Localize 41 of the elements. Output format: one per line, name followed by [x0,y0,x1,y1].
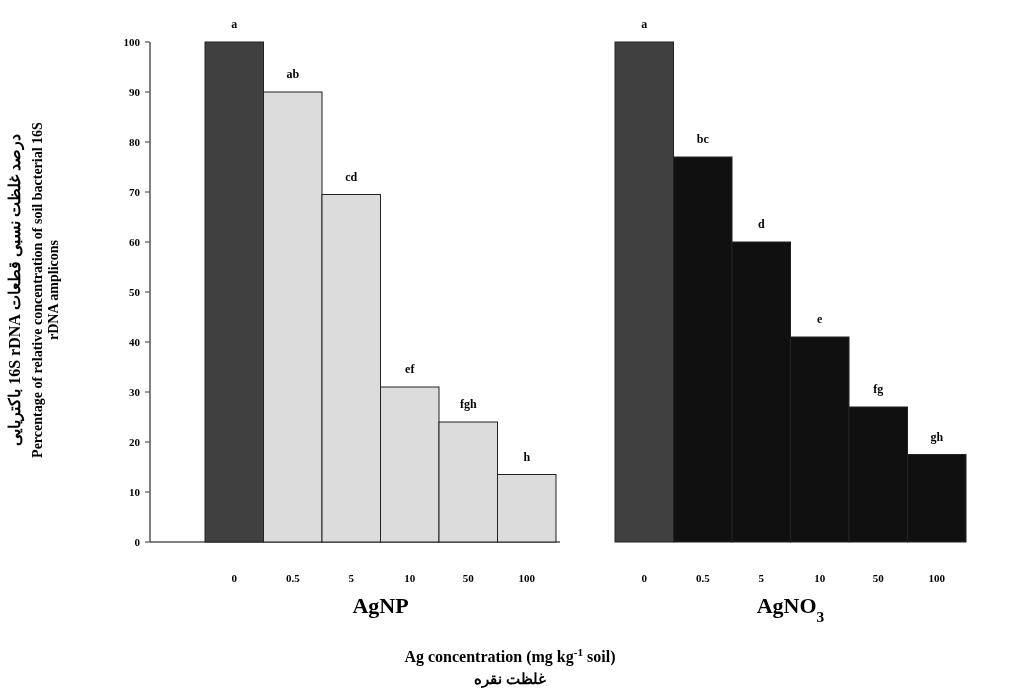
y-tick-label: 20 [129,436,141,448]
text: غلظت نقره [474,671,546,688]
data-label: a [641,17,648,31]
data-label: bc [696,132,710,146]
data-label: fgh [459,397,477,411]
data-label: gh [930,429,944,444]
y-tick-label: 50 [129,286,141,298]
y-tick-label: 100 [123,36,141,48]
y-tick-label: 60 [129,236,141,248]
x-tick-label: 0.5 [695,572,711,584]
data-label: h [523,449,531,464]
x-tick-label: 5 [758,572,765,584]
text: درصد غلظت نسبی قطعات 16S rDNA باکتریایی [6,134,25,446]
data-label: ef [405,362,416,376]
x-axis-title: AgNP [352,593,409,618]
x-tick-label: 50 [872,572,885,584]
y-tick-label: 10 [129,486,141,498]
data-label: a [231,17,238,31]
y-tick-label: 70 [129,186,141,198]
y-axis-title: Percentage of relative concentration of soil bacterial 16S rDNA amplicons [30,121,61,458]
y-tick-label: 80 [129,136,141,148]
y-tick-label: 90 [129,86,141,98]
data-label: cd [345,169,358,184]
x-tick-label: 0.5 [285,572,301,584]
x-tick-label: 50 [462,572,475,584]
y-tick-label: 0 [134,536,141,548]
x-tick-label: 10 [814,572,826,584]
y-tick-label: 30 [129,386,141,398]
data-label: d [757,217,765,231]
x-tick-label: 0 [231,572,238,584]
x-tick-label: 5 [348,572,355,584]
x-axis-title: AgNO$_{3}$ [756,593,825,625]
x-tick-label: 10 [404,572,416,584]
data-label: e [817,312,824,326]
data-label: fg [873,382,884,396]
x-tick-label: 0 [641,572,648,584]
x-tick-label: 100 [518,572,536,584]
x-tick-label: 100 [928,572,946,584]
text: Ag concentration (mg kg$^{-1}$ soil) [404,646,616,666]
y-tick-label: 40 [129,336,141,348]
data-label: ab [286,67,300,81]
